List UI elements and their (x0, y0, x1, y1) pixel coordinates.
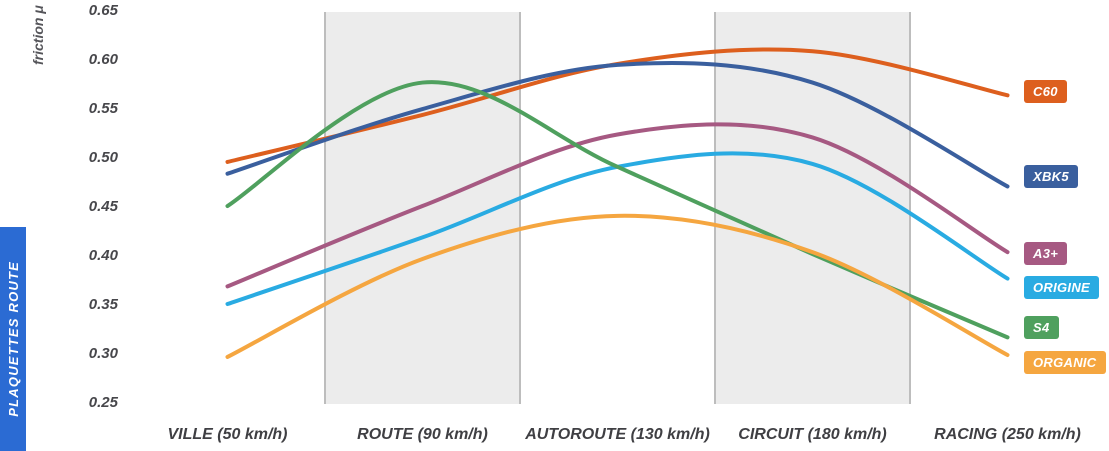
x-axis-label: ROUTE (90 km/h) (357, 426, 488, 443)
y-tick-label: 0.65 (88, 2, 118, 19)
y-tick-label: 0.40 (88, 247, 118, 264)
series-label-s4: S4 (1024, 316, 1059, 339)
y-tick-label: 0.35 (88, 296, 118, 313)
series-label-a3plus: A3+ (1024, 242, 1068, 265)
y-tick-label: 0.55 (88, 100, 118, 117)
y-tick-label: 0.60 (88, 51, 118, 68)
series-line-a3plus (225, 122, 1010, 289)
y-tick-label: 0.30 (88, 345, 118, 362)
y-tick-label: 0.45 (88, 198, 118, 215)
series-label-c60: C60 (1024, 80, 1067, 103)
x-axis-label: CIRCUIT (180 km/h) (738, 426, 887, 443)
series-label-xbk5: XBK5 (1024, 165, 1078, 188)
y-tick-label: 0.25 (88, 394, 118, 411)
x-axis-label: VILLE (50 km/h) (167, 426, 288, 443)
series-label-organic: ORGANIC (1024, 351, 1106, 374)
series-line-organic (225, 213, 1010, 359)
left-ribbon-label: PLAQUETTES ROUTE (5, 261, 21, 417)
x-axis-label: RACING (250 km/h) (934, 426, 1081, 443)
left-ribbon: PLAQUETTES ROUTE (0, 227, 26, 451)
y-tick-label: 0.50 (88, 149, 118, 166)
series-line-xbk5 (225, 60, 1010, 189)
shaded-column-band (715, 12, 910, 404)
series-label-origine: ORIGINE (1024, 276, 1099, 299)
x-axis-label: AUTOROUTE (130 km/h) (525, 426, 710, 443)
